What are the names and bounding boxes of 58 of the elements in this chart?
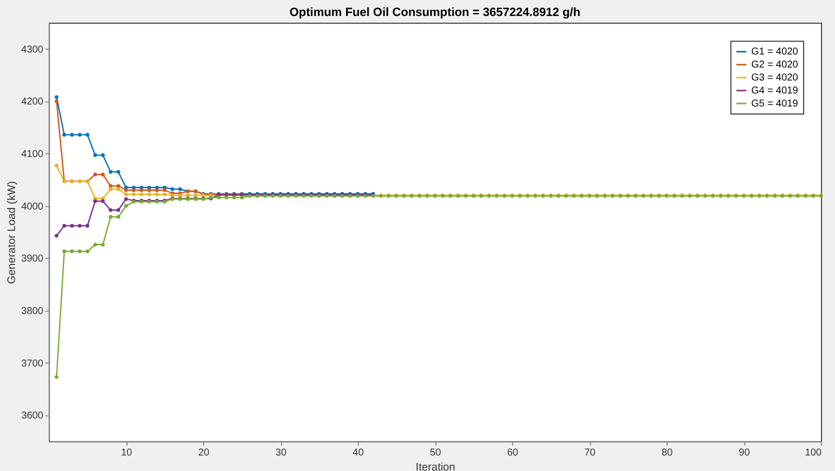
x-tick-label: 60 xyxy=(507,448,519,459)
legend-label: G4 = 4019 xyxy=(751,86,799,97)
point xyxy=(54,99,58,104)
point xyxy=(124,188,128,192)
point xyxy=(155,188,159,192)
x-tick-label: 50 xyxy=(430,448,442,459)
point xyxy=(70,132,74,137)
point xyxy=(124,197,128,201)
point xyxy=(78,132,82,137)
point xyxy=(178,187,182,191)
point xyxy=(108,208,112,212)
legend-label: G1 = 4020 xyxy=(751,46,799,58)
y-tick-label: 4100 xyxy=(21,149,44,160)
x-tick-label: 30 xyxy=(275,448,287,459)
point xyxy=(62,132,66,137)
point xyxy=(70,224,74,228)
point xyxy=(93,172,98,176)
point xyxy=(147,188,152,192)
point xyxy=(101,153,105,157)
point xyxy=(86,224,90,228)
x-tick-label: 40 xyxy=(352,448,364,459)
point xyxy=(116,170,120,174)
point xyxy=(132,188,136,192)
legend-label: G3 = 4020 xyxy=(751,72,799,84)
point xyxy=(116,184,120,188)
x-tick-label: 80 xyxy=(662,448,674,459)
x-axis-title: Iteration xyxy=(416,462,456,471)
point xyxy=(54,95,58,99)
x-tick-label: 20 xyxy=(198,448,210,459)
point xyxy=(108,184,112,188)
point xyxy=(170,187,174,191)
y-tick-label: 3600 xyxy=(21,410,44,422)
y-axis-title: Generator Load (kW) xyxy=(6,181,18,284)
x-tick-label: 70 xyxy=(584,448,596,459)
y-tick-label: 4200 xyxy=(21,96,44,108)
x-tick-label: 90 xyxy=(738,448,750,459)
point xyxy=(101,199,105,204)
point xyxy=(78,224,82,228)
legend-label: G5 = 4019 xyxy=(751,98,799,110)
point xyxy=(108,170,112,174)
point xyxy=(62,224,66,228)
legend-label: G2 = 4020 xyxy=(751,60,799,71)
x-tick-label: 100 xyxy=(804,448,822,459)
point xyxy=(101,172,105,176)
point xyxy=(86,132,90,137)
y-tick-label: 3900 xyxy=(21,254,44,265)
point xyxy=(93,199,98,204)
point xyxy=(54,234,58,238)
y-tick-label: 4000 xyxy=(21,201,44,212)
x-tick-label: 10 xyxy=(121,448,133,459)
point xyxy=(140,188,144,192)
point xyxy=(116,208,120,212)
point xyxy=(93,153,98,157)
y-tick-label: 3700 xyxy=(21,358,44,370)
y-tick-label: 4300 xyxy=(21,44,44,56)
y-tick-label: 3800 xyxy=(21,306,44,317)
point xyxy=(162,188,167,192)
chart-title: Optimum Fuel Oil Consumption = 3657224.8912 g/h xyxy=(289,4,580,19)
